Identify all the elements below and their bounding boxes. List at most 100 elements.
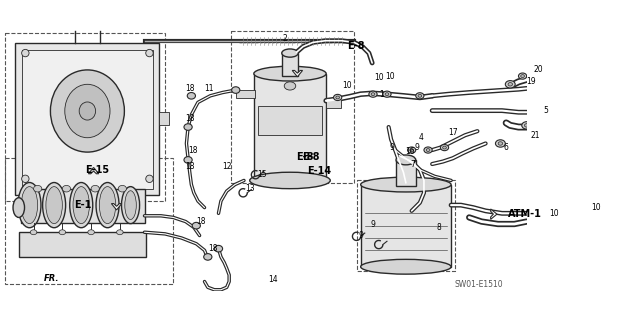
Text: 8: 8 (436, 223, 441, 232)
Ellipse shape (396, 155, 416, 165)
Ellipse shape (30, 230, 37, 235)
Text: 17: 17 (449, 128, 458, 137)
Text: 10: 10 (591, 203, 600, 212)
Text: 20: 20 (533, 65, 543, 74)
Text: 18: 18 (186, 84, 195, 93)
Ellipse shape (99, 187, 116, 224)
Ellipse shape (385, 93, 389, 96)
Text: 19: 19 (527, 77, 536, 86)
Bar (236, 90, 255, 98)
Ellipse shape (22, 49, 29, 57)
Ellipse shape (424, 147, 432, 153)
Text: 18: 18 (208, 244, 218, 253)
Text: 18: 18 (186, 114, 195, 123)
Bar (231, 31, 354, 183)
Text: 1: 1 (379, 90, 383, 99)
Ellipse shape (51, 70, 124, 152)
Ellipse shape (371, 93, 375, 96)
Ellipse shape (443, 146, 446, 149)
Ellipse shape (333, 94, 342, 100)
Bar (22, 50, 153, 189)
Text: 4: 4 (418, 133, 423, 142)
Polygon shape (491, 209, 497, 219)
Ellipse shape (184, 124, 192, 130)
Ellipse shape (96, 182, 119, 228)
Ellipse shape (498, 142, 502, 145)
Ellipse shape (46, 187, 62, 224)
Text: 9: 9 (414, 143, 419, 152)
Text: 7: 7 (410, 160, 415, 168)
Ellipse shape (59, 230, 66, 235)
Ellipse shape (22, 175, 29, 182)
Polygon shape (292, 70, 303, 77)
Ellipse shape (418, 94, 422, 97)
Ellipse shape (524, 124, 529, 127)
Ellipse shape (508, 83, 513, 86)
Ellipse shape (192, 222, 200, 229)
Ellipse shape (521, 75, 524, 78)
Ellipse shape (408, 147, 416, 153)
Text: 13: 13 (246, 184, 255, 193)
Ellipse shape (125, 191, 136, 219)
Ellipse shape (79, 102, 95, 120)
Text: 12: 12 (223, 162, 232, 171)
Bar (361, 185, 451, 267)
Ellipse shape (284, 82, 296, 90)
Ellipse shape (13, 198, 24, 218)
Text: 18: 18 (188, 145, 198, 154)
Ellipse shape (214, 245, 223, 252)
Ellipse shape (232, 87, 240, 93)
Text: ATM-1: ATM-1 (508, 209, 541, 219)
Bar (326, 98, 341, 108)
Ellipse shape (254, 66, 326, 81)
Bar (159, 112, 169, 125)
Text: 14: 14 (268, 275, 277, 284)
Ellipse shape (65, 84, 110, 138)
Bar (258, 107, 322, 135)
Ellipse shape (118, 185, 127, 192)
Ellipse shape (62, 185, 70, 192)
Text: 18: 18 (186, 162, 195, 171)
Text: E-8: E-8 (347, 41, 365, 51)
Ellipse shape (369, 91, 377, 97)
Bar (356, 181, 455, 271)
Ellipse shape (21, 187, 38, 224)
Ellipse shape (91, 185, 99, 192)
Ellipse shape (506, 81, 515, 88)
Ellipse shape (416, 93, 424, 99)
Bar (5, 158, 173, 284)
Ellipse shape (204, 254, 212, 260)
Bar (21, 189, 145, 223)
Text: 11: 11 (205, 84, 214, 93)
Bar (254, 74, 326, 181)
Ellipse shape (122, 187, 140, 224)
Ellipse shape (116, 230, 123, 235)
Text: 9: 9 (371, 219, 376, 228)
Text: 15: 15 (257, 170, 267, 179)
Ellipse shape (70, 182, 93, 228)
Ellipse shape (250, 172, 330, 189)
Text: E-14: E-14 (307, 166, 332, 175)
Text: 18: 18 (196, 217, 206, 226)
Text: 10: 10 (385, 71, 395, 81)
Polygon shape (111, 204, 122, 210)
Ellipse shape (188, 93, 195, 99)
Text: 9: 9 (358, 231, 363, 240)
Text: SW01-E1510: SW01-E1510 (454, 279, 503, 288)
Text: 9: 9 (389, 143, 394, 152)
Polygon shape (88, 167, 99, 174)
Text: 10: 10 (550, 209, 559, 218)
Ellipse shape (33, 185, 42, 192)
Text: E-15: E-15 (86, 165, 109, 175)
Ellipse shape (146, 175, 153, 182)
Text: 6: 6 (504, 143, 509, 152)
Ellipse shape (88, 230, 94, 235)
Ellipse shape (383, 91, 391, 97)
Text: 10: 10 (342, 81, 351, 91)
Text: E-1: E-1 (74, 200, 92, 210)
Text: 5: 5 (543, 106, 548, 115)
Text: E-8: E-8 (303, 152, 320, 162)
Text: 10: 10 (374, 73, 384, 82)
Ellipse shape (184, 157, 192, 163)
Ellipse shape (73, 187, 90, 224)
